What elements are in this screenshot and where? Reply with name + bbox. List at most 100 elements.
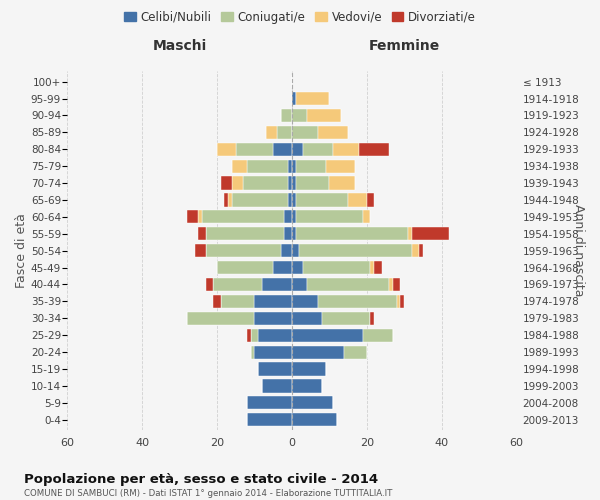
Bar [254,346,292,358]
Y-axis label: Fasce di età: Fasce di età [15,213,28,288]
Bar [277,126,292,139]
Bar [206,278,213,291]
Bar [292,312,322,325]
Bar [344,346,367,358]
Bar [258,362,292,376]
Bar [318,126,348,139]
Bar [359,142,389,156]
Bar [292,278,307,291]
Bar [292,328,363,342]
Bar [202,210,284,224]
Bar [213,295,221,308]
Bar [296,160,326,172]
Bar [243,176,288,190]
Bar [292,92,296,105]
Bar [262,278,292,291]
Bar [206,244,281,258]
Bar [288,176,292,190]
Bar [251,328,258,342]
Bar [363,328,393,342]
Bar [307,109,341,122]
Bar [221,176,232,190]
Bar [370,312,374,325]
Bar [206,227,284,240]
Bar [288,194,292,206]
Bar [273,142,292,156]
Bar [284,227,292,240]
Bar [296,210,363,224]
Bar [307,278,389,291]
Bar [247,160,288,172]
Bar [296,227,408,240]
Text: Popolazione per età, sesso e stato civile - 2014: Popolazione per età, sesso e stato civil… [24,472,378,486]
Bar [281,244,292,258]
Bar [232,176,243,190]
Bar [348,194,367,206]
Bar [258,328,292,342]
Bar [224,194,228,206]
Bar [292,261,303,274]
Bar [292,413,337,426]
Bar [251,346,254,358]
Bar [262,380,292,392]
Bar [292,160,296,172]
Bar [221,295,254,308]
Bar [254,312,292,325]
Bar [228,194,232,206]
Bar [408,227,412,240]
Bar [292,396,333,409]
Bar [198,227,206,240]
Bar [213,278,262,291]
Bar [303,142,333,156]
Bar [292,126,318,139]
Bar [292,362,326,376]
Bar [232,160,247,172]
Bar [198,210,202,224]
Bar [367,194,374,206]
Bar [217,261,273,274]
Bar [194,244,206,258]
Bar [281,109,292,122]
Bar [247,328,251,342]
Bar [363,210,370,224]
Bar [412,227,449,240]
Bar [292,244,299,258]
Legend: Celibi/Nubili, Coniugati/e, Vedovi/e, Divorziati/e: Celibi/Nubili, Coniugati/e, Vedovi/e, Di… [119,6,481,28]
Bar [292,109,307,122]
Bar [370,261,374,274]
Bar [247,396,292,409]
Bar [296,92,329,105]
Bar [303,261,370,274]
Bar [296,176,329,190]
Bar [389,278,393,291]
Bar [236,142,273,156]
Bar [292,227,296,240]
Bar [322,312,370,325]
Bar [419,244,423,258]
Bar [400,295,404,308]
Bar [393,278,400,291]
Bar [247,413,292,426]
Bar [292,346,344,358]
Bar [397,295,400,308]
Bar [329,176,355,190]
Bar [292,176,296,190]
Bar [333,142,359,156]
Bar [296,194,348,206]
Bar [187,312,254,325]
Bar [292,210,296,224]
Bar [292,142,303,156]
Bar [326,160,355,172]
Bar [412,244,419,258]
Bar [187,210,198,224]
Bar [318,295,397,308]
Text: Maschi: Maschi [152,39,206,53]
Y-axis label: Anni di nascita: Anni di nascita [572,204,585,297]
Bar [292,380,322,392]
Text: COMUNE DI SAMBUCI (RM) - Dati ISTAT 1° gennaio 2014 - Elaborazione TUTTITALIA.IT: COMUNE DI SAMBUCI (RM) - Dati ISTAT 1° g… [24,489,392,498]
Bar [232,194,288,206]
Bar [266,126,277,139]
Bar [254,295,292,308]
Text: Femmine: Femmine [368,39,440,53]
Bar [288,160,292,172]
